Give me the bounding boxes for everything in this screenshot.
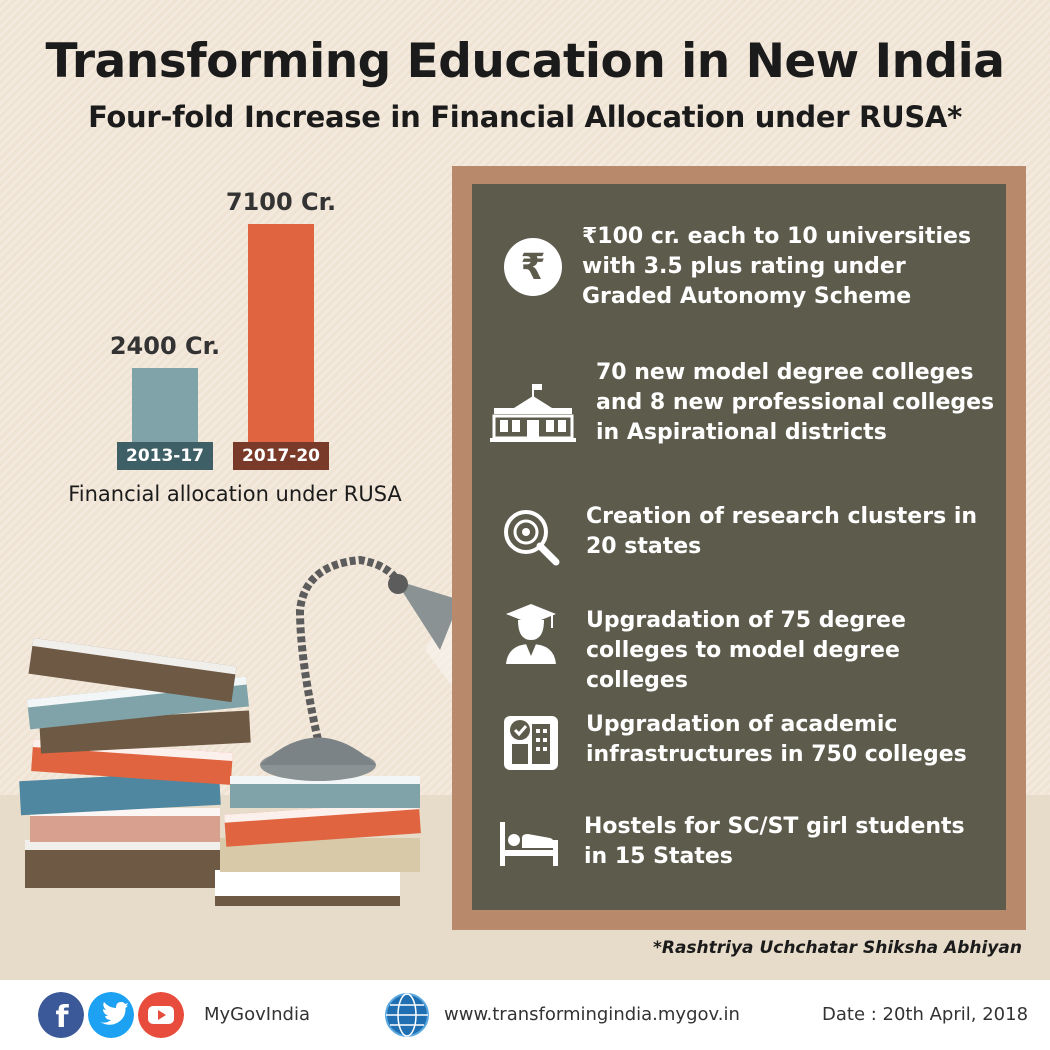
board-item-text: ₹100 cr. each to 10 universities with 3.… <box>582 224 972 309</box>
svg-text:₹: ₹ <box>520 247 545 288</box>
twitter-icon[interactable] <box>88 992 134 1038</box>
board-item-text: 70 new model degree colleges and 8 new p… <box>596 360 995 445</box>
category-label-2013-17: 2013-17 <box>117 442 213 470</box>
bar-value-label-2017-20: 7100 Cr. <box>225 188 337 216</box>
page-subtitle: Four-fold Increase in Financial Allocati… <box>88 100 962 134</box>
svg-text:f: f <box>55 1000 69 1035</box>
hostel-bed-icon <box>500 822 558 866</box>
college-building-icon <box>490 384 576 442</box>
bar-2017-20 <box>248 224 314 442</box>
board-item-text: Creation of research clusters in 20 stat… <box>586 504 978 559</box>
bar-value-label-2013-17: 2400 Cr. <box>109 332 221 360</box>
left-book-stack <box>19 637 251 888</box>
page-title: Transforming Education in New India <box>45 34 1005 89</box>
chalkboard: ₹ ₹100 cr. each to 10 universities with … <box>472 184 1006 910</box>
website-link[interactable]: www.transformingindia.mygov.in <box>444 1004 740 1025</box>
chart-caption: Financial allocation under RUSA <box>68 482 402 506</box>
graduate-icon <box>506 604 556 664</box>
rupee-icon: ₹ <box>504 238 562 296</box>
bar-2013-17 <box>132 368 198 442</box>
category-label-2017-20: 2017-20 <box>233 442 329 470</box>
board-item-text: Upgradation of 75 degree colleges to mod… <box>586 608 906 693</box>
globe-icon <box>385 993 429 1037</box>
infrastructure-icon <box>504 716 558 770</box>
board-item-text: Upgradation of academic infrastructures … <box>586 712 967 767</box>
right-book-stack <box>215 776 421 906</box>
date-label: Date : 20th April, 2018 <box>822 1004 1029 1025</box>
social-handle[interactable]: MyGovIndia <box>204 1004 310 1025</box>
lamp-light-beam <box>425 600 460 697</box>
research-magnifier-icon <box>504 510 560 566</box>
youtube-icon[interactable] <box>138 992 184 1038</box>
chalkboard-frame: ₹ ₹100 cr. each to 10 universities with … <box>452 166 1026 930</box>
footnote: *Rashtriya Uchchatar Shiksha Abhiyan <box>652 938 1022 958</box>
desk-lamp <box>260 555 460 781</box>
facebook-icon[interactable]: f <box>38 992 84 1038</box>
board-item-text: Hostels for SC/ST girl students in 15 St… <box>584 814 965 869</box>
allocation-bar-chart: 2400 Cr. 7100 Cr. 2013-17 2017-20 Financ… <box>20 180 440 520</box>
books-and-lamp-illustration <box>19 555 460 906</box>
